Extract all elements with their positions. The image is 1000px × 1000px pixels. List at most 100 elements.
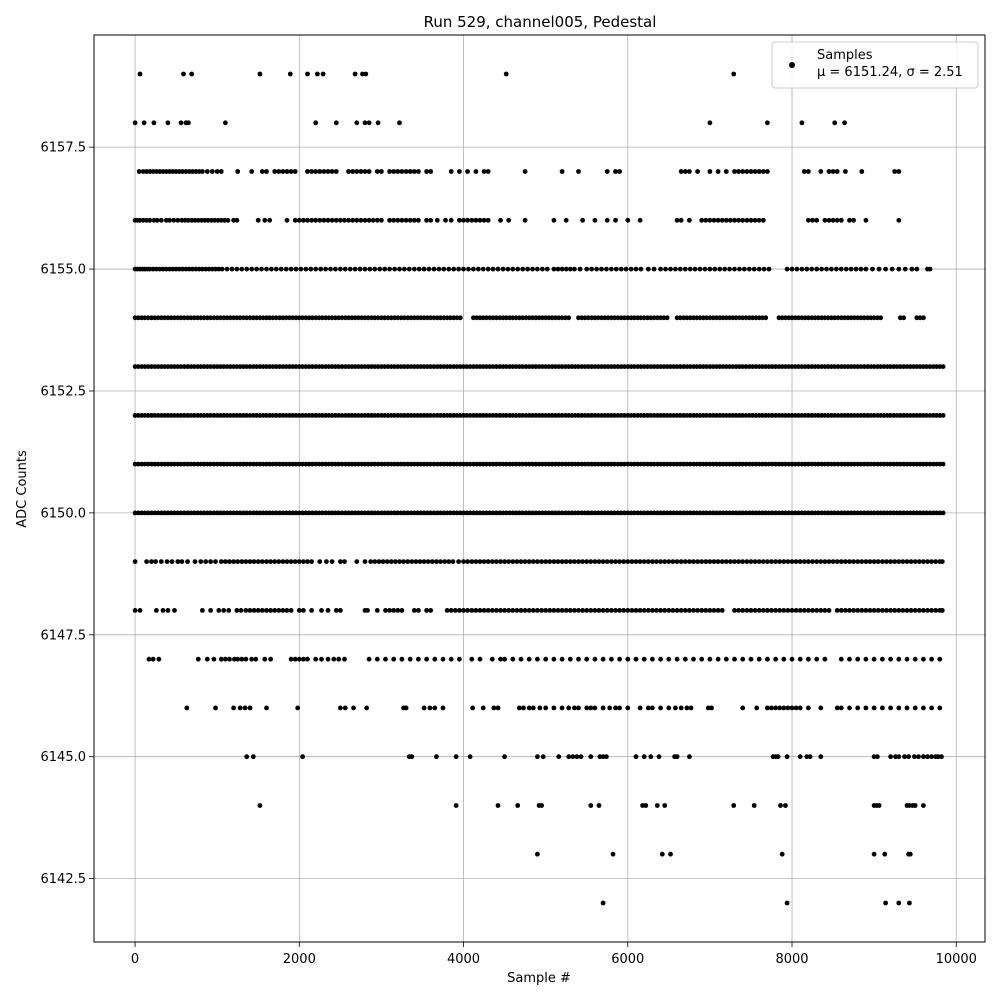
data-point	[211, 510, 217, 516]
data-point	[736, 559, 741, 564]
data-point	[605, 315, 611, 321]
data-point	[613, 169, 618, 174]
data-point	[553, 413, 558, 418]
data-point	[137, 71, 143, 77]
data-point	[852, 315, 857, 321]
x-tick-label: 4000	[447, 952, 480, 967]
data-point	[784, 266, 790, 272]
data-point	[264, 559, 269, 564]
data-point	[525, 266, 530, 272]
data-point	[333, 266, 338, 272]
data-point	[411, 217, 417, 223]
data-point	[257, 315, 263, 321]
data-point	[221, 608, 227, 613]
data-point	[871, 559, 877, 564]
data-point	[875, 754, 880, 760]
data-point	[549, 461, 555, 467]
data-point	[707, 559, 713, 564]
data-point	[388, 510, 394, 516]
data-point	[465, 608, 470, 613]
data-point	[835, 364, 841, 369]
data-point	[231, 364, 237, 369]
data-point	[518, 608, 524, 613]
data-point	[487, 461, 493, 467]
data-point	[407, 656, 413, 662]
data-point	[208, 364, 214, 369]
data-point	[517, 413, 522, 418]
data-point	[323, 266, 328, 272]
data-point	[316, 315, 322, 321]
data-point	[203, 559, 209, 564]
data-point	[819, 364, 824, 369]
data-point	[815, 461, 821, 467]
data-point	[855, 656, 861, 662]
data-point	[940, 413, 946, 418]
data-point	[723, 169, 729, 174]
data-point	[629, 608, 635, 613]
data-point	[168, 413, 174, 418]
data-point	[338, 608, 343, 613]
data-point	[748, 608, 754, 613]
data-point	[209, 169, 215, 174]
data-point	[604, 754, 609, 760]
data-point	[201, 364, 207, 369]
data-point	[654, 510, 660, 516]
data-point	[559, 510, 565, 516]
data-point	[796, 413, 801, 418]
data-point	[438, 413, 443, 418]
data-point	[218, 169, 224, 174]
data-point	[704, 510, 709, 516]
data-point	[264, 608, 269, 613]
data-point	[540, 510, 545, 516]
data-point	[678, 217, 684, 223]
data-point	[178, 315, 184, 321]
data-point	[914, 413, 920, 418]
data-point	[480, 315, 486, 321]
data-point	[553, 364, 558, 369]
data-point	[604, 559, 610, 564]
data-point	[776, 461, 782, 467]
data-point	[451, 315, 457, 321]
data-point	[814, 608, 820, 613]
data-point	[826, 169, 832, 174]
data-point	[267, 217, 273, 223]
data-point	[363, 71, 369, 77]
data-point	[925, 559, 930, 564]
data-point	[822, 461, 828, 467]
data-point	[789, 608, 795, 613]
data-point	[497, 413, 503, 418]
data-point	[691, 510, 696, 516]
data-point	[727, 315, 732, 321]
data-point	[826, 608, 832, 613]
data-point	[715, 169, 721, 174]
data-point	[186, 120, 191, 126]
data-point	[257, 803, 263, 808]
data-point	[328, 266, 333, 272]
data-point	[489, 608, 495, 613]
data-point	[600, 705, 606, 711]
data-point	[502, 656, 507, 662]
data-point	[710, 413, 716, 418]
data-point	[743, 413, 749, 418]
data-point	[530, 510, 535, 516]
data-point	[934, 364, 939, 369]
data-point	[572, 705, 577, 711]
data-point	[188, 364, 194, 369]
data-point	[142, 461, 148, 467]
plot-area-frame	[93, 34, 986, 943]
data-point	[707, 120, 713, 126]
data-point	[231, 559, 237, 564]
data-point	[352, 510, 358, 516]
data-point	[727, 413, 732, 418]
data-point	[375, 413, 381, 418]
data-point	[347, 266, 353, 272]
data-point	[551, 656, 557, 662]
data-point	[310, 461, 315, 467]
data-point	[615, 413, 621, 418]
data-point	[513, 364, 519, 369]
data-point	[599, 266, 604, 272]
data-point	[362, 217, 368, 223]
data-point	[875, 510, 880, 516]
data-point	[912, 803, 918, 808]
data-point	[391, 608, 397, 613]
